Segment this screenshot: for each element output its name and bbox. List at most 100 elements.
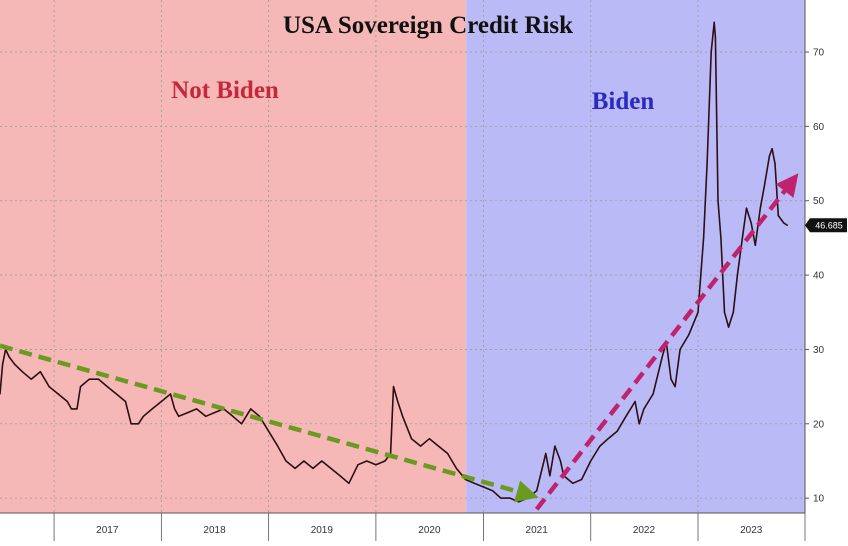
- series-point-0-74: [572, 482, 574, 484]
- series-point-0-114: [786, 224, 788, 226]
- series-point-0-10: [66, 400, 68, 403]
- series-point-0-1: [2, 363, 4, 365]
- series-point-0-90: [688, 333, 690, 336]
- series-point-0-71: [554, 445, 556, 447]
- series-point-0-52: [397, 400, 399, 403]
- series-point-0-21: [142, 415, 145, 417]
- series-point-0-98: [720, 237, 722, 239]
- series-point-0-20: [137, 423, 140, 425]
- trend-arrow-0: [0, 343, 539, 503]
- chart-title: USA Sovereign Credit Risk: [283, 12, 573, 39]
- series-point-0-79: [616, 430, 618, 432]
- series-point-0-49: [384, 460, 386, 462]
- series-point-0-70: [549, 475, 551, 477]
- series-point-0-32: [232, 415, 234, 417]
- series-point-0-68: [536, 490, 538, 492]
- series-point-0-67: [527, 497, 529, 499]
- series-point-0-107: [759, 207, 761, 209]
- region-0: [0, 0, 467, 513]
- series-point-0-43: [330, 467, 332, 469]
- trend-arrows: [0, 173, 799, 511]
- series-point-0-3: [8, 356, 10, 358]
- x-tick-label-2019: 2019: [311, 525, 334, 536]
- series-point-0-101: [732, 311, 734, 313]
- x-tick-label-2018: 2018: [203, 525, 226, 536]
- series-point-0-14: [88, 378, 90, 380]
- series-point-0-96: [714, 36, 716, 38]
- y-tick-label-70: 70: [813, 48, 825, 59]
- y-tick-label-40: 40: [813, 271, 825, 282]
- y-tick-label-30: 30: [813, 345, 825, 356]
- series-point-0-22: [151, 408, 153, 410]
- series-point-0-104: [745, 207, 748, 209]
- series-point-0-24: [169, 393, 172, 395]
- series-point-0-77: [599, 445, 601, 447]
- series-point-0-84: [652, 393, 654, 395]
- series-point-0-39: [294, 467, 296, 469]
- series-point-0-5: [21, 371, 23, 373]
- series-point-0-25: [173, 408, 176, 410]
- grid-lines: [0, 0, 805, 513]
- series-point-0-65: [509, 497, 511, 499]
- series-point-0-44: [339, 475, 341, 477]
- series-point-0-91: [697, 311, 699, 313]
- series-point-0-94: [710, 51, 712, 53]
- series-point-0-93: [706, 162, 708, 165]
- series-point-0-61: [473, 482, 475, 484]
- series-point-0-51: [392, 386, 395, 388]
- series-point-0-82: [638, 423, 640, 425]
- region-label-1: Biden: [592, 88, 655, 115]
- series-point-0-66: [518, 501, 520, 503]
- series-point-0-15: [97, 378, 100, 380]
- series-point-0-33: [240, 423, 243, 425]
- series-point-0-105: [750, 222, 752, 224]
- series-point-0-103: [741, 237, 743, 239]
- y-tick-label-20: 20: [813, 419, 825, 430]
- series-point-0-110: [771, 148, 773, 150]
- series-point-0-88: [674, 386, 676, 388]
- series-point-0-4: [14, 363, 16, 365]
- x-tick-label-2022: 2022: [633, 525, 656, 536]
- series-point-0-69: [545, 452, 547, 455]
- series-point-0-47: [366, 460, 368, 462]
- series-point-0-53: [402, 415, 404, 417]
- region-labels: Not Biden Biden: [171, 77, 654, 115]
- series-point-0-72: [559, 460, 562, 462]
- series-point-0-46: [357, 464, 359, 466]
- x-tick-label-2017: 2017: [96, 525, 119, 536]
- series-point-0-111: [774, 162, 776, 165]
- series-point-0-18: [124, 400, 127, 403]
- series-point-0-102: [736, 274, 739, 276]
- series-point-0-27: [187, 412, 189, 414]
- region-1: [466, 0, 805, 513]
- series-point-0-55: [419, 445, 422, 447]
- series-point-0-87: [670, 378, 672, 380]
- series-point-0-106: [754, 244, 756, 246]
- series-point-0-11: [70, 408, 73, 410]
- series-point-0-56: [428, 438, 430, 440]
- series-point-0-59: [455, 467, 458, 469]
- series-point-0-54: [410, 438, 413, 440]
- series-point-0-13: [79, 386, 82, 388]
- axes: 10 20 30 40 50 60 70 2017 2018 2019 2020 2021 2022 20…: [0, 0, 825, 541]
- series-point-0-64: [500, 497, 502, 499]
- series-point-0-112: [777, 215, 779, 217]
- series-lines: [0, 21, 788, 503]
- trend-arrow-1: [534, 173, 799, 511]
- series-point-0-109: [768, 155, 771, 157]
- series-point-0-78: [607, 438, 609, 440]
- series-point-0-57: [437, 445, 440, 447]
- shaded-regions: [0, 0, 805, 513]
- series-point-0-100: [727, 326, 730, 328]
- series-point-0-45: [348, 482, 350, 484]
- series-point-0-89: [679, 348, 681, 351]
- series-point-0-16: [106, 386, 108, 388]
- series-point-0-40: [303, 460, 305, 462]
- series-point-0-42: [321, 460, 323, 462]
- series-point-0-26: [178, 415, 180, 417]
- series-point-0-7: [39, 371, 41, 373]
- region-label-0: Not Biden: [171, 77, 279, 104]
- x-tick-label-2021: 2021: [526, 525, 549, 536]
- x-tick-label-2020: 2020: [418, 525, 441, 536]
- series-point-0-97: [717, 200, 719, 202]
